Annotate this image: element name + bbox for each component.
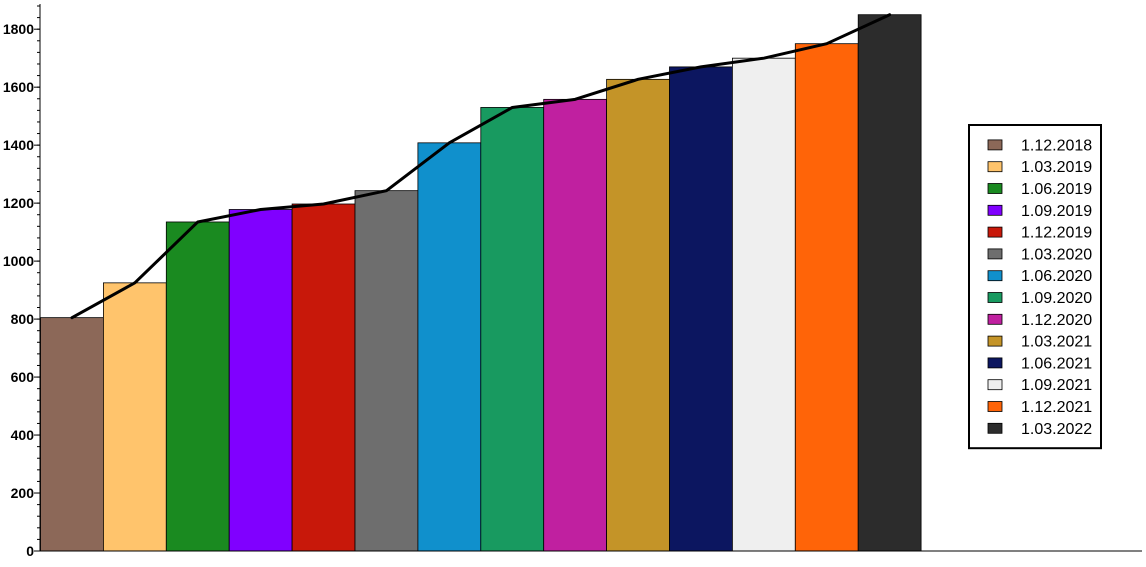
bar-1.09.2021 xyxy=(732,57,796,552)
legend-swatch xyxy=(987,379,1003,391)
legend-label: 1.06.2019 xyxy=(1021,181,1092,198)
bar-1.03.2021 xyxy=(606,78,670,552)
legend-label: 1.03.2022 xyxy=(1021,421,1092,438)
legend-swatch xyxy=(987,248,1003,260)
legend-swatch xyxy=(987,335,1003,347)
legend-label: 1.03.2020 xyxy=(1021,246,1092,263)
legend-swatch xyxy=(987,139,1003,151)
y-tick-label: 1000 xyxy=(3,253,34,269)
y-tick-label: 0 xyxy=(26,543,34,559)
legend-label: 1.09.2019 xyxy=(1021,203,1092,220)
legend-label: 1.12.2020 xyxy=(1021,312,1092,329)
bar-1.12.2019 xyxy=(291,203,356,552)
bar-1.03.2022 xyxy=(857,14,922,552)
bar-1.12.2021 xyxy=(794,43,859,552)
axes-group: 0 200 400 600 800 1000 1200 1400 1600 1800 xyxy=(3,4,1142,559)
y-tick-label: 1400 xyxy=(3,137,34,153)
legend-swatch xyxy=(987,357,1003,369)
y-tick-label: 400 xyxy=(11,427,35,443)
y-tick-label: 1600 xyxy=(3,79,34,95)
bars-group xyxy=(40,14,922,552)
legend-swatch xyxy=(987,422,1003,434)
y-tick-label: 200 xyxy=(11,485,35,501)
legend: 1.12.2018 1.03.2019 1.06.2019 1.09.2019 1.12… xyxy=(968,124,1102,450)
legend-swatch xyxy=(987,401,1003,412)
legend-swatch xyxy=(987,183,1003,194)
bar-1.06.2020 xyxy=(417,142,482,552)
bar-1.09.2020 xyxy=(480,107,545,552)
legend-label: 1.06.2020 xyxy=(1021,268,1092,285)
y-tick-label: 600 xyxy=(11,369,35,385)
trend-line-group xyxy=(70,13,892,320)
trend-line xyxy=(70,13,892,320)
bar-1.09.2019 xyxy=(228,209,293,552)
legend-label: 1.06.2021 xyxy=(1021,355,1092,372)
bar-1.06.2019 xyxy=(165,221,230,552)
bar-1.12.2018 xyxy=(40,317,104,552)
legend-swatch xyxy=(987,270,1003,282)
y-tick-label: 1800 xyxy=(3,21,34,37)
legend-label: 1.03.2019 xyxy=(1021,159,1092,176)
bar-1.03.2020 xyxy=(354,190,419,552)
legend-label: 1.09.2021 xyxy=(1021,377,1092,394)
legend-label: 1.03.2021 xyxy=(1021,334,1092,351)
legend-box xyxy=(968,124,1102,450)
bar-1.03.2019 xyxy=(103,282,167,552)
legend-swatch xyxy=(987,204,1003,216)
legend-label: 1.12.2019 xyxy=(1021,225,1092,242)
legend-label: 1.12.2018 xyxy=(1021,137,1092,154)
legend-label: 1.09.2020 xyxy=(1021,290,1092,307)
y-tick-label: 800 xyxy=(11,311,35,327)
bar-1.12.2020 xyxy=(543,98,608,552)
legend-swatch xyxy=(987,161,1003,173)
legend-swatch xyxy=(987,313,1003,325)
y-tick-label: 1200 xyxy=(3,195,34,211)
legend-swatch xyxy=(987,292,1003,303)
bar-1.06.2021 xyxy=(669,66,733,552)
legend-swatch xyxy=(987,226,1003,238)
legend-label: 1.12.2021 xyxy=(1021,399,1092,416)
